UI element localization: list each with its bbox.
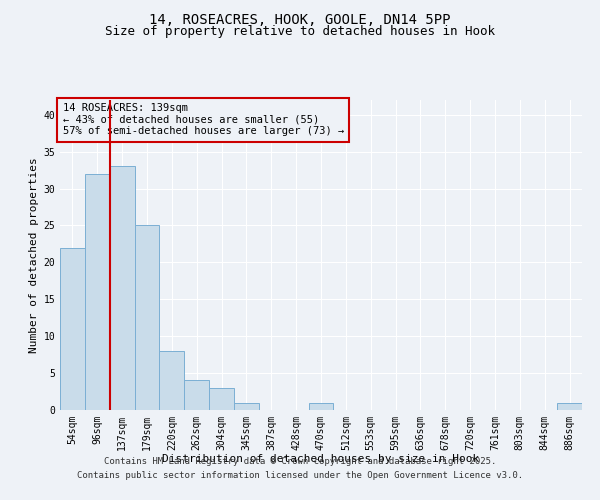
Bar bbox=[85, 174, 110, 410]
Bar bbox=[209, 388, 234, 410]
Bar bbox=[308, 402, 334, 410]
Bar bbox=[160, 351, 184, 410]
Bar bbox=[557, 402, 582, 410]
Bar bbox=[60, 248, 85, 410]
Bar bbox=[110, 166, 134, 410]
X-axis label: Distribution of detached houses by size in Hook: Distribution of detached houses by size … bbox=[163, 454, 479, 464]
Text: 14, ROSEACRES, HOOK, GOOLE, DN14 5PP: 14, ROSEACRES, HOOK, GOOLE, DN14 5PP bbox=[149, 12, 451, 26]
Text: Contains HM Land Registry data © Crown copyright and database right 2025.: Contains HM Land Registry data © Crown c… bbox=[104, 458, 496, 466]
Bar bbox=[134, 226, 160, 410]
Bar bbox=[184, 380, 209, 410]
Bar bbox=[234, 402, 259, 410]
Text: Size of property relative to detached houses in Hook: Size of property relative to detached ho… bbox=[105, 25, 495, 38]
Text: 14 ROSEACRES: 139sqm
← 43% of detached houses are smaller (55)
57% of semi-detac: 14 ROSEACRES: 139sqm ← 43% of detached h… bbox=[62, 103, 344, 136]
Text: Contains public sector information licensed under the Open Government Licence v3: Contains public sector information licen… bbox=[77, 471, 523, 480]
Y-axis label: Number of detached properties: Number of detached properties bbox=[29, 157, 39, 353]
